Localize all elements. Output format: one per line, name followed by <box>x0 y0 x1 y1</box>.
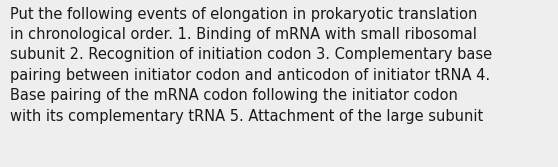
Text: Put the following events of elongation in prokaryotic translation
in chronologic: Put the following events of elongation i… <box>10 7 492 124</box>
